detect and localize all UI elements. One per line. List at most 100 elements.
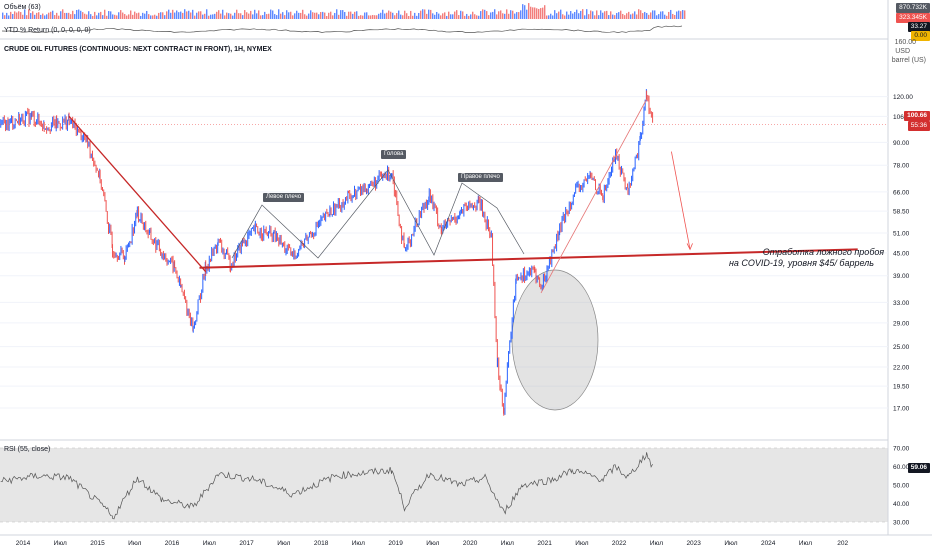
volume-bar (566, 11, 568, 19)
volume-bar (316, 12, 318, 19)
time-tick-label: Июл (575, 540, 588, 547)
volume-bar (582, 9, 584, 19)
volume-bar (526, 9, 528, 19)
time-tick-label: 2020 (463, 540, 478, 547)
volume-bar (92, 15, 94, 19)
volume-bar (360, 15, 362, 19)
volume-bar (434, 14, 436, 19)
volume-bar (532, 7, 534, 19)
volume-bar (240, 13, 242, 19)
volume-bar (68, 12, 70, 19)
volume-bar (22, 14, 24, 19)
volume-bar (636, 14, 638, 19)
rsi-current-badge: 59.06 (907, 463, 930, 473)
volume-bar (438, 13, 440, 19)
ytd-value-badge: 33.27 (907, 22, 930, 32)
time-tick-label: Июл (426, 540, 439, 547)
time-tick-label: Июл (650, 540, 663, 547)
time-tick-label: 2016 (165, 540, 180, 547)
volume-bar (388, 10, 390, 19)
volume-bar (616, 12, 618, 19)
volume-bar (562, 14, 564, 19)
volume-bar (346, 15, 348, 19)
volume-bar (110, 11, 112, 19)
volume-bar (638, 9, 640, 19)
volume-bar (320, 12, 322, 19)
time-tick-label: 2014 (16, 540, 31, 547)
volume-bar (172, 9, 174, 19)
rsi-pane-title: RSI (55, close) (4, 446, 51, 453)
volume-bar (460, 10, 462, 19)
time-tick-label: Июл (128, 540, 141, 547)
volume-bar (614, 15, 616, 19)
axis-top-label: 160.00 (894, 39, 916, 46)
volume-bar (224, 15, 226, 19)
volume-bar (484, 9, 486, 19)
volume-bar (450, 14, 452, 19)
volume-bar (302, 9, 304, 19)
volume-bar (422, 9, 424, 19)
volume-bar (678, 10, 680, 19)
left-shoulder-label: Левое плечо (263, 193, 305, 202)
volume-bar (490, 12, 492, 19)
price-tick-label: 33.00 (893, 300, 910, 307)
volume-bar (366, 12, 368, 19)
volume-bar (274, 14, 276, 19)
volume-bar (12, 14, 14, 19)
volume-bar (54, 15, 56, 19)
volume-bar (266, 14, 268, 19)
volume-bar (506, 9, 508, 19)
volume-bar (670, 9, 672, 19)
volume-bar (384, 13, 386, 19)
volume-bar (426, 13, 428, 19)
volume-bar (432, 13, 434, 19)
volume-bar (220, 13, 222, 19)
downtrend-line (68, 115, 207, 273)
volume-bars (2, 3, 686, 20)
volume-bar (136, 13, 138, 19)
volume-bar (42, 13, 44, 19)
volume-bar (358, 15, 360, 19)
volume-bar (390, 11, 392, 19)
volume-bar (4, 15, 6, 19)
volume-bar (312, 12, 314, 19)
volume-bar (350, 11, 352, 19)
volume-bar (654, 10, 656, 19)
volume-bar (326, 15, 328, 19)
volume-bar (618, 12, 620, 19)
volume-bar (20, 12, 22, 19)
volume-bar (104, 9, 106, 19)
time-tick-label: Июл (277, 540, 290, 547)
volume-bar (596, 10, 598, 19)
volume-bar (380, 12, 382, 19)
volume-bar (376, 15, 378, 19)
price-tick-label: 58.50 (893, 209, 910, 216)
volume-bar (466, 13, 468, 19)
volume-bar (648, 14, 650, 19)
volume-bar (342, 10, 344, 19)
volume-bar (226, 12, 228, 19)
volume-bar (518, 12, 520, 19)
countdown-badge: 55:36 (907, 121, 930, 131)
volume-bar (386, 12, 388, 19)
volume-bar (476, 15, 478, 19)
volume-bar (258, 10, 260, 19)
volume-bar (666, 15, 668, 19)
volume-bar (106, 15, 108, 19)
volume-bar (462, 11, 464, 19)
volume-bar (256, 13, 258, 19)
volume-bar (584, 15, 586, 19)
volume-bar (232, 15, 234, 19)
current-price-badge: 100.66 (904, 111, 930, 121)
volume-value-badge-2: 323.345K (896, 13, 930, 23)
rsi-tick-label: 60.00 (893, 464, 910, 471)
volume-bar (568, 14, 570, 19)
rsi-tick-label: 40.00 (893, 501, 910, 508)
volume-bar (486, 11, 488, 19)
volume-bar (28, 9, 30, 19)
volume-bar (344, 12, 346, 19)
volume-bar (420, 10, 422, 19)
volume-bar (394, 15, 396, 19)
volume-bar (604, 11, 606, 19)
volume-bar (650, 12, 652, 19)
